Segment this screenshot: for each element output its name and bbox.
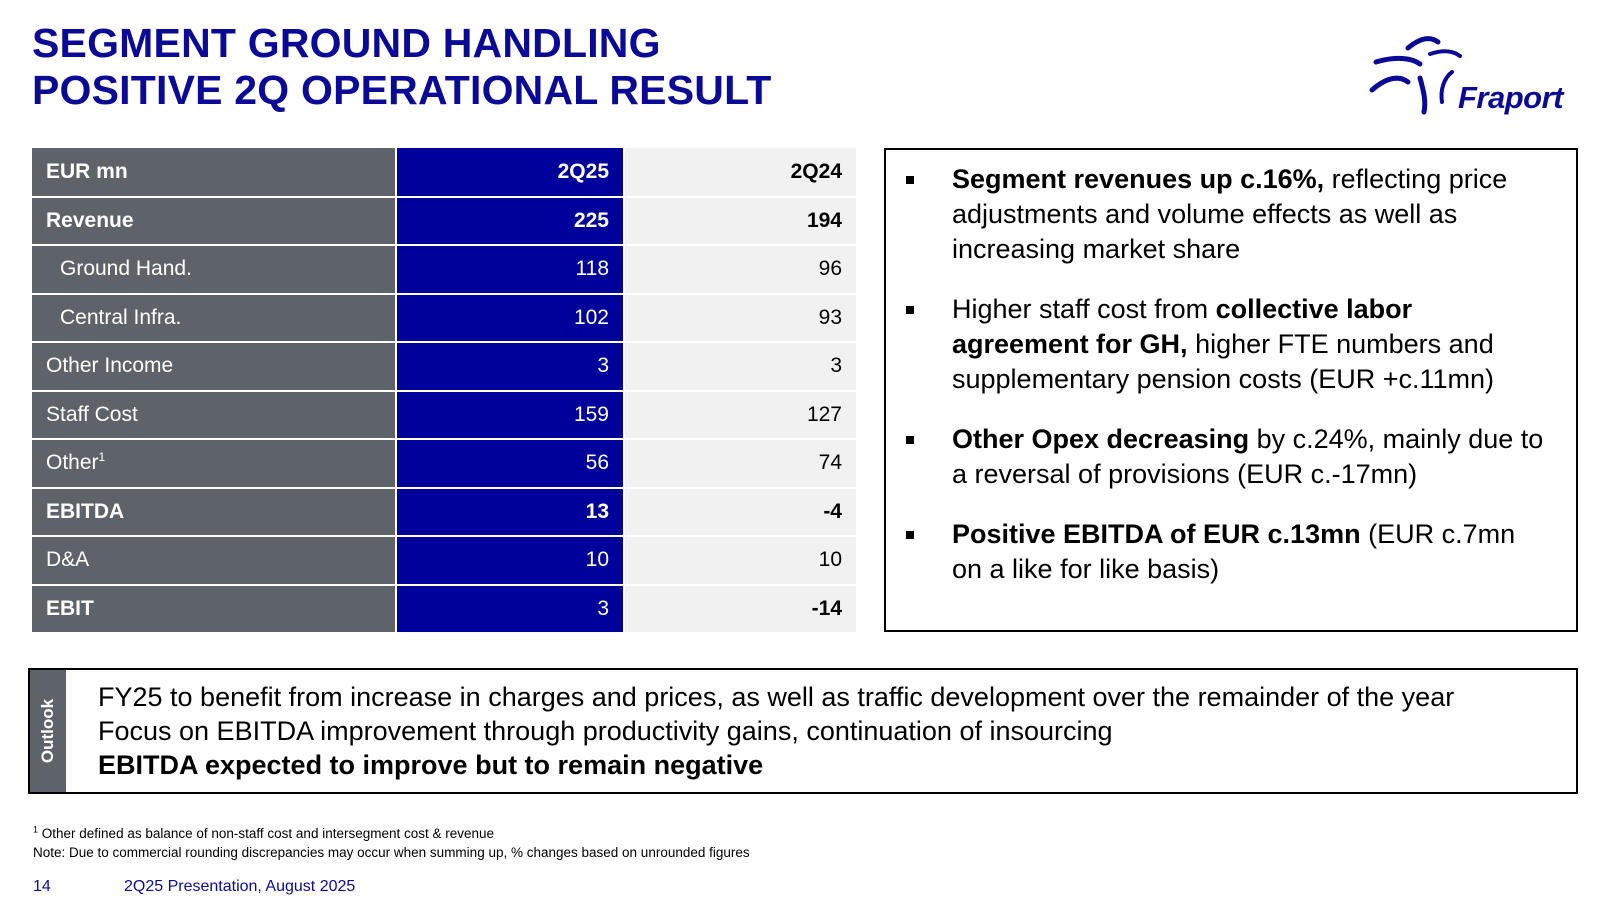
footer-text: 2Q25 Presentation, August 2025 — [124, 878, 356, 895]
row-label: Ground Hand. — [32, 245, 397, 295]
table-row: D&A 10 10 — [32, 536, 856, 586]
financials-table: EUR mn 2Q25 2Q24 Revenue 225 194 Ground … — [32, 148, 856, 634]
highlights-box: Segment revenues up c.16%, reflecting pr… — [884, 148, 1578, 632]
table-row: EBIT 3 -14 — [32, 584, 856, 634]
row-prior: 3 — [624, 342, 856, 392]
bullet-item: Higher staff cost from collective labor … — [906, 292, 1546, 397]
outlook-text: FY25 to benefit from increase in charges… — [98, 680, 1454, 782]
table-row: Revenue 225 194 — [32, 196, 856, 246]
fraport-wordmark: Fraport — [1458, 80, 1564, 115]
bullet-bold: Segment revenues up c.16%, — [952, 164, 1325, 194]
bullet-bold: Positive EBITDA of EUR c.13mn — [952, 519, 1361, 549]
table-header-row: EUR mn 2Q25 2Q24 — [32, 148, 856, 198]
footnote-1: 1 Other defined as balance of non-staff … — [33, 824, 750, 843]
bullet-square-icon — [906, 531, 914, 539]
table-row: Staff Cost 159 127 — [32, 390, 856, 440]
outlook-line-3: EBITDA expected to improve but to remain… — [98, 750, 764, 780]
table-row: Central Infra. 102 93 — [32, 293, 856, 343]
row-prior: 96 — [624, 245, 856, 295]
row-label: EBITDA — [32, 487, 397, 537]
header-label: EUR mn — [32, 148, 397, 198]
page-number: 14 — [33, 878, 51, 895]
row-prior: -14 — [624, 584, 856, 634]
fraport-star-icon — [1369, 36, 1462, 115]
bullet-item: Segment revenues up c.16%, reflecting pr… — [906, 162, 1546, 267]
fraport-logo: Fraport — [1368, 32, 1578, 122]
row-prior: 127 — [624, 390, 856, 440]
row-current: 225 — [396, 196, 625, 246]
table-row: Ground Hand. 118 96 — [32, 245, 856, 295]
bullet-text: by c.24%, mainly due to a reversal of pr… — [952, 424, 1544, 489]
page-title: SEGMENT GROUND HANDLING POSITIVE 2Q OPER… — [32, 20, 772, 114]
bullet-item: Positive EBITDA of EUR c.13mn (EUR c.7mn… — [906, 517, 1546, 587]
outlook-tab-label: Outlook — [38, 698, 57, 764]
table-row: EBITDA 13 -4 — [32, 487, 856, 537]
footnotes: 1 Other defined as balance of non-staff … — [33, 824, 750, 862]
bullet-pre: Higher staff cost from — [952, 294, 1216, 324]
row-label: Other Income — [32, 342, 397, 392]
title-line-2: POSITIVE 2Q OPERATIONAL RESULT — [32, 67, 772, 113]
footnote-marker: 1 — [98, 450, 106, 465]
bullet-text: higher FTE numbers and supplementary pen… — [952, 329, 1494, 394]
row-current: 3 — [396, 584, 625, 634]
footnote-1-marker: 1 — [33, 824, 39, 835]
row-current: 118 — [396, 245, 625, 295]
title-line-1: SEGMENT GROUND HANDLING — [32, 20, 661, 66]
row-label: Revenue — [32, 196, 397, 246]
row-current: 56 — [396, 439, 625, 489]
row-prior: 74 — [624, 439, 856, 489]
bullet-square-icon — [906, 436, 914, 444]
row-current: 13 — [396, 487, 625, 537]
header-current: 2Q25 — [396, 148, 625, 198]
outlook-box: Outlook FY25 to benefit from increase in… — [28, 668, 1578, 794]
footnote-note: Note: Due to commercial rounding discrep… — [33, 845, 750, 860]
row-label: D&A — [32, 536, 397, 586]
row-current: 10 — [396, 536, 625, 586]
bullet-square-icon — [906, 176, 914, 184]
row-current: 102 — [396, 293, 625, 343]
row-label: Central Infra. — [32, 293, 397, 343]
bullet-bold: collective labor agreement for GH, — [952, 294, 1413, 359]
row-prior: 10 — [624, 536, 856, 586]
outlook-line-2: Focus on EBITDA improvement through prod… — [98, 716, 1113, 746]
row-current: 159 — [396, 390, 625, 440]
row-label-text: Other — [46, 451, 99, 475]
header-prior: 2Q24 — [624, 148, 856, 198]
bullet-text: reflecting price adjustments and volume … — [952, 164, 1508, 264]
outlook-line-1: FY25 to benefit from increase in charges… — [98, 682, 1455, 712]
row-prior: 93 — [624, 293, 856, 343]
bullet-bold: Other Opex decreasing — [952, 424, 1250, 454]
row-current: 3 — [396, 342, 625, 392]
table-row: Other Income 3 3 — [32, 342, 856, 392]
footnote-1-text: Other defined as balance of non-staff co… — [38, 826, 495, 841]
row-prior: 194 — [624, 196, 856, 246]
bullet-square-icon — [906, 306, 914, 314]
row-label: Other1 — [32, 439, 397, 489]
table-row: Other1 56 74 — [32, 439, 856, 489]
row-label: EBIT — [32, 584, 397, 634]
bullet-item: Other Opex decreasing by c.24%, mainly d… — [906, 422, 1546, 492]
bullet-text: (EUR c.7mn on a like for like basis) — [952, 519, 1516, 584]
row-prior: -4 — [624, 487, 856, 537]
outlook-tab: Outlook — [30, 670, 66, 792]
row-label: Staff Cost — [32, 390, 397, 440]
